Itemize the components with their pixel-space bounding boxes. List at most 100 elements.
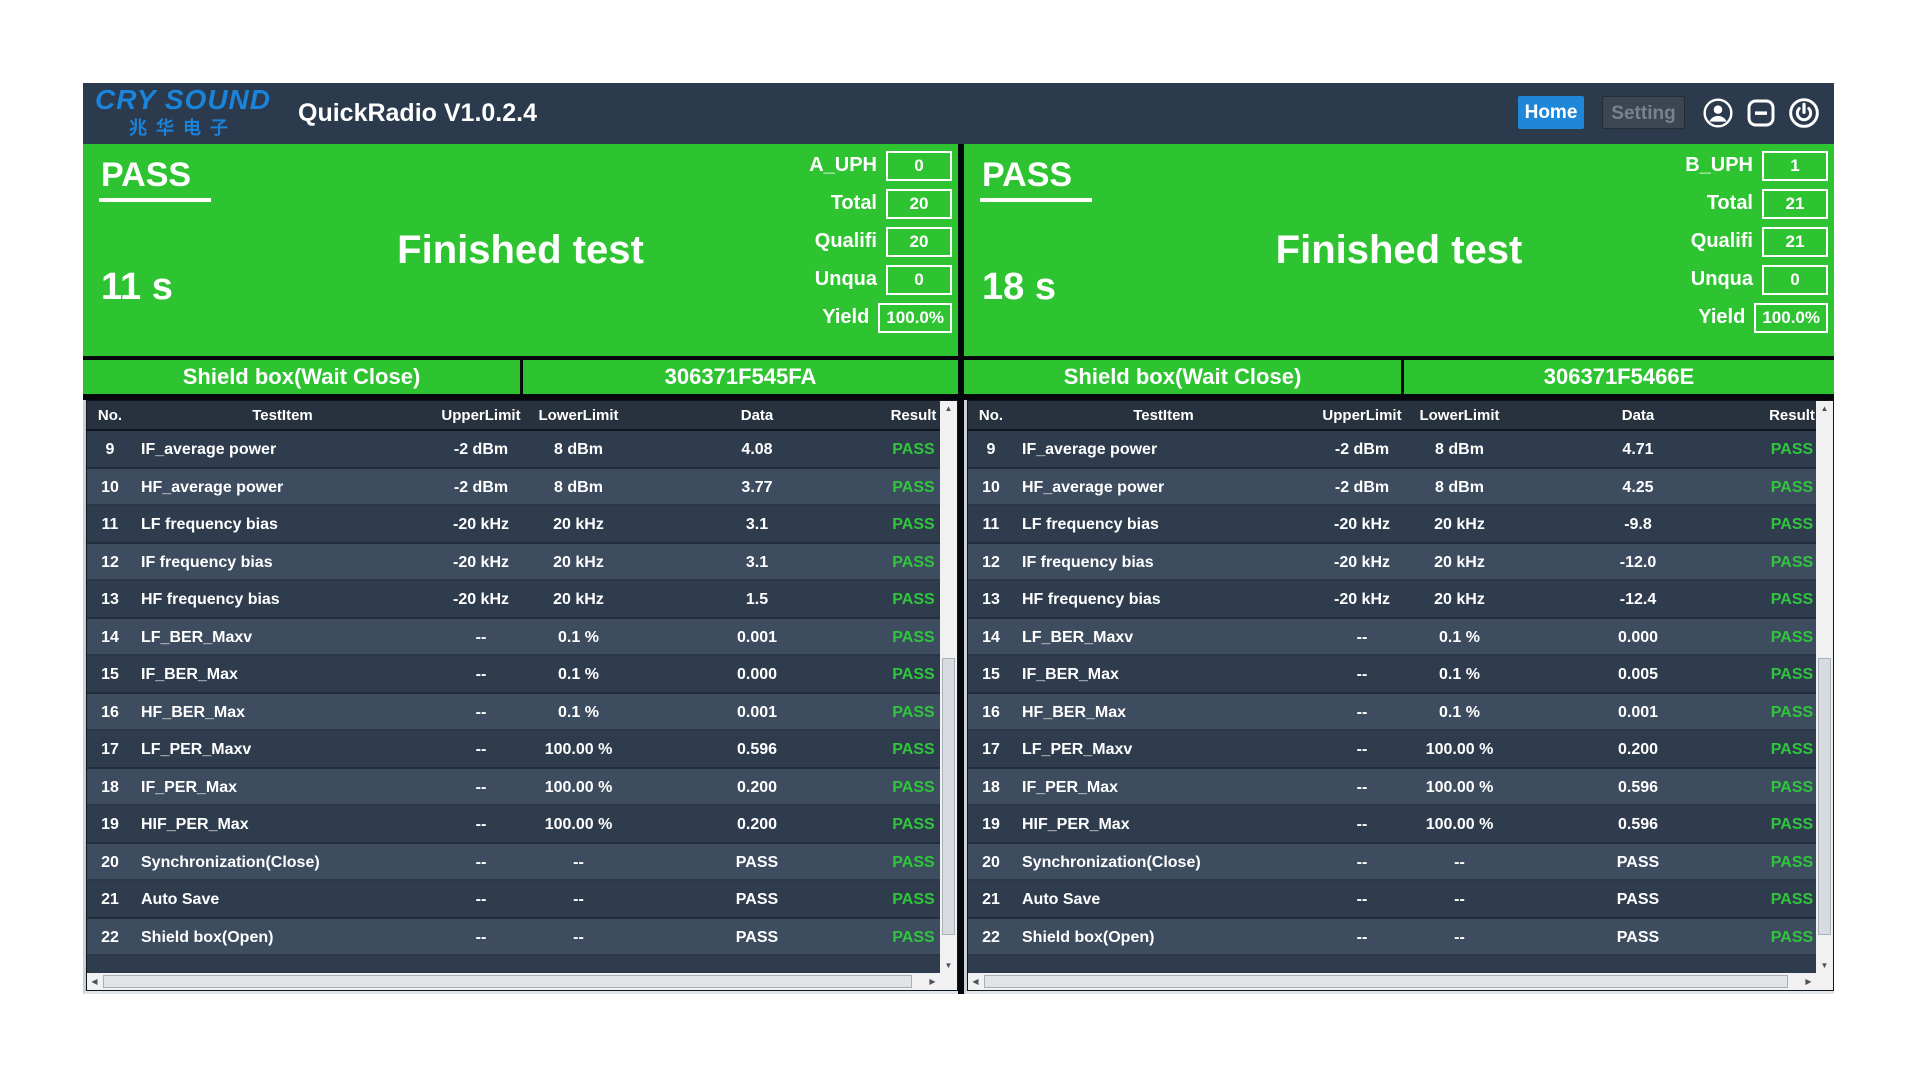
stats-column: B_UPH 1 Total 21 Qualifi 21 Unqua 0 Yiel… [1685, 150, 1828, 342]
horizontal-scrollbar[interactable]: ◀ ▶ [968, 973, 1816, 990]
cell-upperlimit: -20 kHz [1333, 591, 1391, 608]
cell-lowerlimit: 8 dBm [554, 441, 603, 458]
cell-testitem: Synchronization(Close) [1022, 853, 1201, 871]
horizontal-scroll-thumb[interactable] [984, 975, 1788, 988]
stat-value-box: 0 [886, 264, 952, 295]
table-row[interactable]: 22 Shield box(Open) -- -- PASS PASS [87, 918, 940, 956]
table-row[interactable]: 18 IF_PER_Max -- 100.00 % 0.596 PASS [968, 768, 1816, 806]
stat-label: B_UPH [1685, 154, 1753, 176]
serial-number: 306371F5466E [1404, 360, 1834, 394]
table-row[interactable]: 17 LF_PER_Maxv -- 100.00 % 0.596 PASS [87, 731, 940, 769]
horizontal-scrollbar[interactable]: ◀ ▶ [87, 973, 940, 990]
table-row[interactable]: 16 HF_BER_Max -- 0.1 % 0.001 PASS [87, 693, 940, 731]
cell-result: PASS [892, 441, 935, 458]
stat-value-box: 0 [886, 150, 952, 181]
cell-result: PASS [1770, 703, 1814, 721]
cell-testitem: IF_PER_Max [141, 778, 238, 796]
station-a-panel: PASS Finished test 11 s A_UPH 0 Total 20… [83, 144, 958, 994]
stat-label: Unqua [814, 268, 877, 290]
cell-no: 11 [101, 516, 119, 533]
table-row[interactable]: 13 HF frequency bias -20 kHz 20 kHz -12.… [968, 581, 1816, 619]
vertical-scrollbar[interactable]: ▲ ▼ [1816, 401, 1833, 973]
table-row[interactable]: 10 HF_average power -2 dBm 8 dBm 4.25 PA… [968, 468, 1816, 506]
table-row[interactable]: 12 IF frequency bias -20 kHz 20 kHz -12.… [968, 543, 1816, 581]
vertical-scroll-thumb[interactable] [942, 658, 955, 935]
vertical-scrollbar[interactable]: ▲ ▼ [940, 401, 957, 973]
stat-row: Qualifi 20 [809, 226, 952, 257]
table-row[interactable]: 20 Synchronization(Close) -- -- PASS PAS… [87, 843, 940, 881]
test-duration: 11 s [101, 266, 173, 308]
cell-no: 20 [982, 853, 1000, 871]
cell-upperlimit: -- [475, 853, 487, 871]
cell-no: 16 [982, 703, 1000, 721]
cell-upperlimit: -2 dBm [1334, 478, 1390, 496]
app-window: CRY SOUND 兆华电子 QuickRadio V1.0.2.4 Home … [83, 83, 1834, 994]
scroll-left-arrow-icon[interactable]: ◀ [972, 977, 979, 986]
stat-value-box: 20 [886, 226, 952, 257]
shield-strip: Shield box(Wait Close) 306371F5466E [964, 356, 1834, 400]
table-row[interactable]: 16 HF_BER_Max -- 0.1 % 0.001 PASS [968, 693, 1816, 731]
cell-result: PASS [892, 591, 935, 608]
horizontal-scroll-thumb[interactable] [103, 975, 912, 988]
header-testitem: TestItem [1133, 407, 1194, 424]
cell-no: 21 [982, 891, 1000, 908]
cell-lowerlimit: -- [573, 891, 584, 908]
scroll-down-arrow-icon[interactable]: ▼ [944, 961, 953, 970]
scroll-right-arrow-icon[interactable]: ▶ [1805, 977, 1812, 986]
table-row[interactable]: 9 IF_average power -2 dBm 8 dBm 4.71 PAS… [968, 431, 1816, 469]
power-icon[interactable] [1788, 97, 1820, 129]
table-row[interactable]: 18 IF_PER_Max -- 100.00 % 0.200 PASS [87, 768, 940, 806]
cell-result: PASS [1770, 553, 1814, 571]
scroll-right-arrow-icon[interactable]: ▶ [929, 977, 936, 986]
table-row[interactable]: 17 LF_PER_Maxv -- 100.00 % 0.200 PASS [968, 731, 1816, 769]
cell-data: 1.5 [745, 591, 769, 608]
cell-no: 13 [982, 591, 1000, 608]
cell-lowerlimit: 20 kHz [553, 553, 604, 571]
cell-no: 14 [982, 628, 1000, 646]
cell-testitem: IF frequency bias [1022, 553, 1154, 571]
table-row[interactable]: 22 Shield box(Open) -- -- PASS PASS [968, 918, 1816, 956]
cell-lowerlimit: 0.1 % [558, 666, 599, 683]
header-no: No. [978, 407, 1004, 424]
table-row[interactable]: 14 LF_BER_Maxv -- 0.1 % 0.001 PASS [87, 618, 940, 656]
cell-no: 9 [986, 441, 996, 458]
scroll-up-arrow-icon[interactable]: ▲ [944, 404, 953, 413]
stat-label: Total [830, 192, 877, 214]
table-row[interactable]: 15 IF_BER_Max -- 0.1 % 0.005 PASS [968, 656, 1816, 694]
table-row[interactable]: 20 Synchronization(Close) -- -- PASS PAS… [968, 843, 1816, 881]
table-row[interactable]: 11 LF frequency bias -20 kHz 20 kHz 3.1 … [87, 506, 940, 544]
table-row[interactable]: 21 Auto Save -- -- PASS PASS [87, 881, 940, 919]
table-row[interactable]: 9 IF_average power -2 dBm 8 dBm 4.08 PAS… [87, 431, 940, 469]
home-button[interactable]: Home [1518, 96, 1584, 129]
cell-testitem: Shield box(Open) [1022, 928, 1155, 946]
cell-testitem: IF_average power [1022, 441, 1158, 458]
cell-no: 15 [101, 666, 119, 683]
table-row[interactable]: 19 HIF_PER_Max -- 100.00 % 0.200 PASS [87, 806, 940, 844]
stat-value-box: 1 [1762, 150, 1828, 181]
cell-upperlimit: -20 kHz [452, 591, 510, 608]
cell-upperlimit: -20 kHz [452, 553, 510, 571]
cell-data: 0.200 [736, 816, 778, 833]
cell-lowerlimit: 0.1 % [1439, 628, 1480, 646]
scroll-left-arrow-icon[interactable]: ◀ [91, 977, 98, 986]
table-row[interactable]: 19 HIF_PER_Max -- 100.00 % 0.596 PASS [968, 806, 1816, 844]
scroll-down-arrow-icon[interactable]: ▼ [1820, 961, 1829, 970]
scroll-up-arrow-icon[interactable]: ▲ [1820, 404, 1829, 413]
table-row[interactable]: 10 HF_average power -2 dBm 8 dBm 3.77 PA… [87, 468, 940, 506]
minimize-icon[interactable] [1745, 97, 1777, 129]
cell-result: PASS [892, 853, 935, 871]
table-row[interactable]: 12 IF frequency bias -20 kHz 20 kHz 3.1 … [87, 543, 940, 581]
table-row[interactable]: 15 IF_BER_Max -- 0.1 % 0.000 PASS [87, 656, 940, 694]
stat-label: Qualifi [814, 230, 877, 252]
cell-lowerlimit: 100.00 % [1425, 778, 1494, 796]
user-icon[interactable] [1702, 97, 1734, 129]
cell-no: 13 [101, 591, 119, 608]
table-row[interactable]: 14 LF_BER_Maxv -- 0.1 % 0.000 PASS [968, 618, 1816, 656]
table-row[interactable]: 13 HF frequency bias -20 kHz 20 kHz 1.5 … [87, 581, 940, 619]
table-row[interactable]: 21 Auto Save -- -- PASS PASS [968, 881, 1816, 919]
table-row[interactable]: 11 LF frequency bias -20 kHz 20 kHz -9.8… [968, 506, 1816, 544]
setting-button[interactable]: Setting [1602, 96, 1685, 129]
results-table: No. TestItem UpperLimit LowerLimit Data … [86, 400, 958, 991]
vertical-scroll-thumb[interactable] [1818, 658, 1831, 935]
cell-result: PASS [892, 703, 935, 721]
